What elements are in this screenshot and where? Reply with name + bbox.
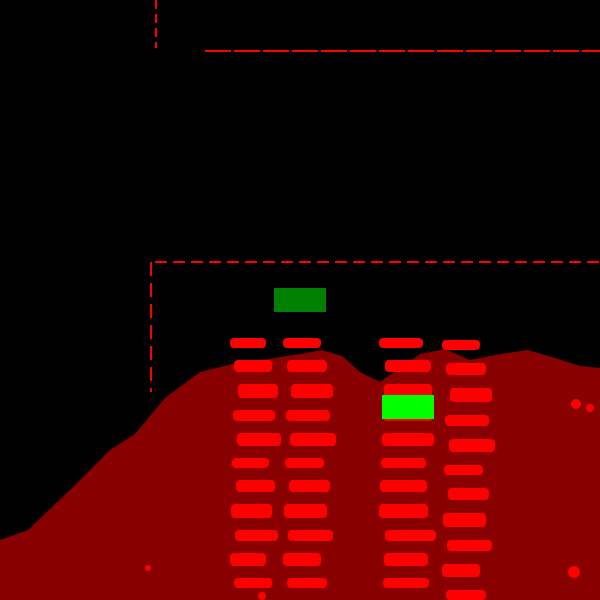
- column-stripe: [443, 513, 486, 527]
- column-stripe: [380, 480, 427, 492]
- debris-particle: [568, 566, 580, 578]
- column-stripe: [379, 504, 428, 518]
- column-stripe: [230, 338, 266, 348]
- column-stripe: [444, 465, 483, 475]
- column-stripe: [442, 340, 480, 350]
- debris-particle: [586, 404, 594, 412]
- column-stripe: [384, 384, 432, 398]
- upper-room-boundary: [155, 0, 600, 52]
- column-stripe: [234, 360, 272, 372]
- column-stripe: [383, 578, 429, 588]
- column-stripe: [290, 433, 336, 446]
- column-center-left: [283, 338, 336, 588]
- column-stripe: [289, 480, 330, 492]
- column-stripe: [445, 415, 489, 426]
- target-marker[interactable]: [382, 395, 434, 419]
- column-stripe: [287, 578, 327, 588]
- column-stripe: [283, 338, 321, 348]
- column-stripe: [449, 439, 495, 452]
- debris-particle: [145, 565, 151, 571]
- column-stripe: [232, 458, 269, 468]
- column-stripe: [284, 504, 327, 518]
- column-left: [230, 338, 281, 588]
- column-stripe: [381, 458, 426, 468]
- column-right: [442, 340, 495, 600]
- column-stripe: [442, 564, 480, 577]
- column-stripe: [291, 384, 333, 398]
- column-stripe: [446, 590, 486, 600]
- column-stripe: [288, 530, 333, 541]
- column-stripe: [236, 480, 275, 492]
- column-stripe: [235, 530, 278, 541]
- source-marker[interactable]: [274, 288, 326, 312]
- column-stripe: [448, 488, 489, 500]
- column-stripe: [450, 388, 492, 402]
- debris-particle: [571, 399, 581, 409]
- column-stripe: [285, 458, 324, 468]
- column-stripe: [385, 360, 431, 372]
- column-stripe: [446, 363, 486, 375]
- column-stripe: [287, 360, 327, 372]
- column-stripe: [385, 530, 436, 541]
- column-stripe: [379, 338, 423, 348]
- column-stripe: [237, 433, 281, 446]
- column-stripe: [238, 384, 278, 398]
- column-stripe: [384, 553, 428, 566]
- column-stripe: [283, 553, 321, 566]
- column-stripe: [233, 410, 275, 421]
- column-stripe: [234, 578, 272, 588]
- debris-particles: [145, 399, 594, 600]
- column-stripe: [382, 433, 434, 446]
- column-stripe: [447, 540, 492, 551]
- terrain-mound: [0, 349, 600, 600]
- column-stripe: [286, 410, 330, 421]
- debris-particle: [258, 592, 266, 600]
- column-stripe: [230, 553, 266, 566]
- lower-room-boundary: [150, 261, 600, 392]
- column-stripe: [231, 504, 272, 518]
